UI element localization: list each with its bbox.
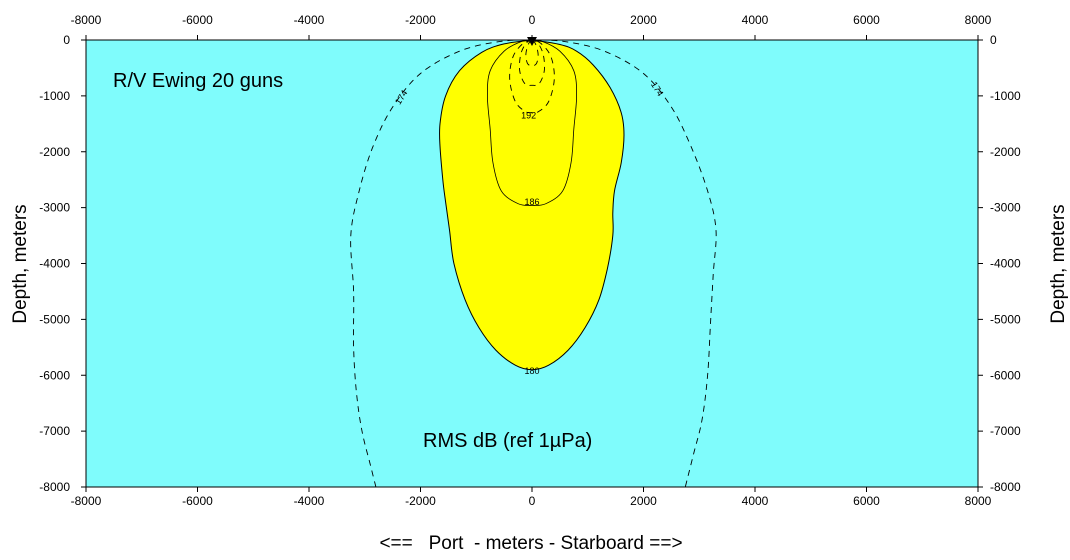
x-tick-label-top: -4000 xyxy=(294,13,325,27)
y-tick-label-right: -6000 xyxy=(990,368,1021,382)
vessel-annotation: R/V Ewing 20 guns xyxy=(113,70,283,92)
contour-label-180: 180 xyxy=(524,366,539,376)
x-tick-label-top: 8000 xyxy=(965,13,992,27)
units-annotation: RMS dB (ref 1µPa) xyxy=(423,430,592,452)
x-tick-label-top: -6000 xyxy=(182,13,213,27)
tick-layer: -8000-8000-6000-6000-4000-4000-2000-2000… xyxy=(39,13,1021,508)
x-tick-label-bottom: -2000 xyxy=(405,494,436,508)
y-tick-label-right: -4000 xyxy=(990,257,1021,271)
y-tick-label-left: 0 xyxy=(63,33,70,47)
y-tick-label-right: 0 xyxy=(990,33,997,47)
x-tick-label-bottom: 2000 xyxy=(630,494,657,508)
y-tick-label-left: -7000 xyxy=(39,424,70,438)
contour-label-186: 186 xyxy=(524,197,539,207)
y-tick-label-left: -3000 xyxy=(39,201,70,215)
x-tick-label-bottom: -6000 xyxy=(182,494,213,508)
x-tick-label-bottom: 4000 xyxy=(742,494,769,508)
x-tick-label-bottom: 6000 xyxy=(853,494,880,508)
y-tick-label-left: -2000 xyxy=(39,145,70,159)
contour-186 xyxy=(486,39,578,206)
y-tick-label-right: -1000 xyxy=(990,89,1021,103)
x-tick-label-bottom: -8000 xyxy=(71,494,102,508)
x-tick-label-top: -2000 xyxy=(405,13,436,27)
y-axis-title-left: Depth, meters xyxy=(10,204,31,323)
y-tick-label-right: -2000 xyxy=(990,145,1021,159)
y-tick-label-left: -5000 xyxy=(39,312,70,326)
x-tick-label-top: 6000 xyxy=(853,13,880,27)
y-tick-label-right: -5000 xyxy=(990,312,1021,326)
y-tick-label-left: -8000 xyxy=(39,480,70,494)
y-tick-label-right: -7000 xyxy=(990,424,1021,438)
y-tick-label-left: -4000 xyxy=(39,257,70,271)
x-tick-label-top: 4000 xyxy=(742,13,769,27)
contour-label-192: 192 xyxy=(521,110,536,120)
x-tick-label-bottom: -4000 xyxy=(294,494,325,508)
y-tick-label-left: -6000 xyxy=(39,368,70,382)
y-axis-title-right: Depth, meters xyxy=(1048,204,1069,323)
contour-inner-4 xyxy=(519,39,545,86)
x-tick-label-bottom: 8000 xyxy=(965,494,992,508)
source-marker-icon xyxy=(527,37,537,46)
x-tick-label-top: -8000 xyxy=(71,13,102,27)
x-tick-label-bottom: 0 xyxy=(529,494,536,508)
x-tick-label-top: 0 xyxy=(529,13,536,27)
contour-192 xyxy=(509,39,555,114)
x-tick-label-top: 2000 xyxy=(630,13,657,27)
x-axis-title: <== Port - meters - Starboard ==> xyxy=(379,533,682,554)
y-tick-label-right: -3000 xyxy=(990,201,1021,215)
y-tick-label-right: -8000 xyxy=(990,480,1021,494)
y-tick-label-left: -1000 xyxy=(39,89,70,103)
contour-180 xyxy=(438,39,625,371)
